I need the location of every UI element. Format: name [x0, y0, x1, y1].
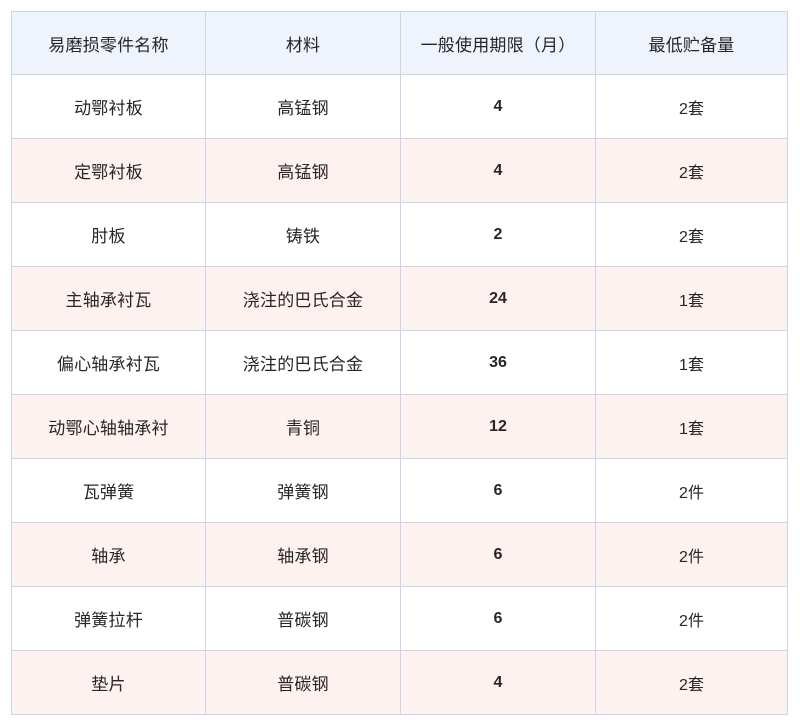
cell-min-stock: 2件 [595, 458, 788, 523]
cell-min-stock: 1套 [595, 330, 788, 395]
cell-material: 浇注的巴氏合金 [205, 330, 401, 395]
cell-min-stock: 2套 [595, 202, 788, 267]
cell-part-name: 动鄂心轴轴承衬 [11, 394, 206, 459]
cell-service-life: 6 [400, 458, 596, 523]
cell-min-stock: 2套 [595, 650, 788, 715]
cell-min-stock: 1套 [595, 394, 788, 459]
wear-parts-table: 易磨损零件名称 材料 一般使用期限（月） 最低贮备量 动鄂衬板 高锰钢 4 2套 定鄂衬… [11, 11, 788, 715]
table-row: 偏心轴承衬瓦 浇注的巴氏合金 36 1套 [11, 330, 788, 395]
column-header-part-name: 易磨损零件名称 [11, 11, 206, 75]
cell-material: 普碳钢 [205, 650, 401, 715]
cell-part-name: 偏心轴承衬瓦 [11, 330, 206, 395]
table-row: 肘板 铸铁 2 2套 [11, 202, 788, 267]
cell-material: 铸铁 [205, 202, 401, 267]
table-row: 垫片 普碳钢 4 2套 [11, 650, 788, 715]
cell-material: 弹簧钢 [205, 458, 401, 523]
column-header-min-stock: 最低贮备量 [595, 11, 788, 75]
table-body: 动鄂衬板 高锰钢 4 2套 定鄂衬板 高锰钢 4 2套 肘板 铸铁 2 2套 主轴承衬瓦 浇注的巴氏合金 2… [11, 74, 788, 715]
cell-service-life: 6 [400, 586, 596, 651]
cell-service-life: 2 [400, 202, 596, 267]
cell-part-name: 动鄂衬板 [11, 74, 206, 139]
cell-material: 高锰钢 [205, 138, 401, 203]
cell-material: 高锰钢 [205, 74, 401, 139]
cell-material: 青铜 [205, 394, 401, 459]
cell-min-stock: 2套 [595, 74, 788, 139]
table-row: 动鄂衬板 高锰钢 4 2套 [11, 74, 788, 139]
cell-service-life: 6 [400, 522, 596, 587]
cell-material: 普碳钢 [205, 586, 401, 651]
table-row: 动鄂心轴轴承衬 青铜 12 1套 [11, 394, 788, 459]
column-header-service-life: 一般使用期限（月） [400, 11, 596, 75]
cell-part-name: 肘板 [11, 202, 206, 267]
cell-part-name: 垫片 [11, 650, 206, 715]
cell-min-stock: 2件 [595, 586, 788, 651]
cell-service-life: 36 [400, 330, 596, 395]
cell-part-name: 轴承 [11, 522, 206, 587]
cell-service-life: 4 [400, 138, 596, 203]
cell-service-life: 24 [400, 266, 596, 331]
table-row: 弹簧拉杆 普碳钢 6 2件 [11, 586, 788, 651]
cell-min-stock: 1套 [595, 266, 788, 331]
table-row: 主轴承衬瓦 浇注的巴氏合金 24 1套 [11, 266, 788, 331]
cell-material: 轴承钢 [205, 522, 401, 587]
table-row: 瓦弹簧 弹簧钢 6 2件 [11, 458, 788, 523]
cell-service-life: 4 [400, 74, 596, 139]
cell-material: 浇注的巴氏合金 [205, 266, 401, 331]
cell-part-name: 弹簧拉杆 [11, 586, 206, 651]
column-header-material: 材料 [205, 11, 401, 75]
cell-part-name: 定鄂衬板 [11, 138, 206, 203]
cell-min-stock: 2套 [595, 138, 788, 203]
cell-min-stock: 2件 [595, 522, 788, 587]
cell-part-name: 主轴承衬瓦 [11, 266, 206, 331]
cell-service-life: 12 [400, 394, 596, 459]
cell-service-life: 4 [400, 650, 596, 715]
table-row: 轴承 轴承钢 6 2件 [11, 522, 788, 587]
table-header: 易磨损零件名称 材料 一般使用期限（月） 最低贮备量 [11, 11, 788, 75]
table-header-row: 易磨损零件名称 材料 一般使用期限（月） 最低贮备量 [11, 11, 788, 75]
table-row: 定鄂衬板 高锰钢 4 2套 [11, 138, 788, 203]
cell-part-name: 瓦弹簧 [11, 458, 206, 523]
